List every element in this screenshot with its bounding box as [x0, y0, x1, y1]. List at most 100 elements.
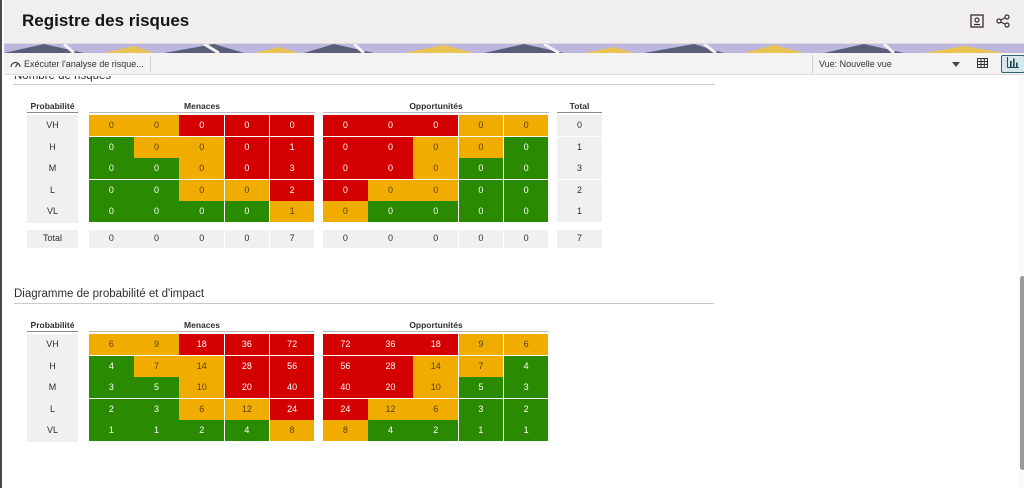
scrollbar-thumb[interactable]: [1020, 276, 1024, 470]
threat-cell[interactable]: 4: [89, 355, 134, 377]
threat-cell[interactable]: 20: [224, 377, 270, 399]
opportunity-cell[interactable]: 18: [413, 334, 459, 355]
opportunity-cell[interactable]: 0: [323, 136, 368, 158]
opportunity-cell[interactable]: 1: [458, 420, 504, 442]
threat-cell[interactable]: 0: [89, 179, 134, 201]
threat-cell[interactable]: 0: [179, 158, 225, 180]
opportunity-cell[interactable]: 12: [368, 398, 413, 420]
threat-cell[interactable]: 1: [134, 420, 179, 442]
threat-cell[interactable]: 2: [179, 420, 225, 442]
opportunity-cell[interactable]: 8: [323, 420, 368, 442]
threat-cell[interactable]: 14: [179, 355, 225, 377]
opportunity-cell[interactable]: 10: [413, 377, 459, 399]
opportunity-cell[interactable]: 0: [323, 115, 368, 136]
opportunity-cell[interactable]: 0: [413, 136, 459, 158]
threat-cell[interactable]: 56: [269, 355, 315, 377]
opportunity-cell[interactable]: 0: [413, 158, 459, 180]
threat-cell[interactable]: 0: [89, 158, 134, 180]
threat-cell[interactable]: 0: [224, 158, 270, 180]
opportunity-cell[interactable]: 5: [458, 377, 504, 399]
threat-cell[interactable]: 2: [89, 398, 134, 420]
opportunity-cell[interactable]: 0: [458, 201, 504, 223]
opportunity-cell[interactable]: 36: [368, 334, 413, 355]
opportunity-cell[interactable]: 2: [503, 398, 549, 420]
opportunity-cell[interactable]: 0: [503, 201, 549, 223]
opportunity-cell[interactable]: 20: [368, 377, 413, 399]
threat-cell[interactable]: 36: [224, 334, 270, 355]
opportunity-cell[interactable]: 6: [413, 398, 459, 420]
threat-cell[interactable]: 9: [134, 334, 179, 355]
threat-cell[interactable]: 8: [269, 420, 315, 442]
threat-cell[interactable]: 3: [89, 377, 134, 399]
table-view-button[interactable]: [972, 56, 992, 72]
threat-cell[interactable]: 0: [179, 115, 225, 136]
threat-cell[interactable]: 4: [224, 420, 270, 442]
threat-cell[interactable]: 18: [179, 334, 225, 355]
threat-cell[interactable]: 2: [269, 179, 315, 201]
opportunity-cell[interactable]: 0: [368, 158, 413, 180]
opportunity-cell[interactable]: 0: [458, 136, 504, 158]
threat-cell[interactable]: 40: [269, 377, 315, 399]
opportunity-cell[interactable]: 0: [368, 201, 413, 223]
threat-cell[interactable]: 1: [269, 136, 315, 158]
threat-cell[interactable]: 6: [89, 334, 134, 355]
threat-cell[interactable]: 0: [179, 201, 225, 223]
threat-cell[interactable]: 5: [134, 377, 179, 399]
opportunity-cell[interactable]: 0: [503, 136, 549, 158]
threat-cell[interactable]: 0: [134, 115, 179, 136]
share-icon[interactable]: [994, 12, 1012, 30]
opportunity-cell[interactable]: 0: [368, 115, 413, 136]
opportunity-cell[interactable]: 4: [368, 420, 413, 442]
threat-cell[interactable]: 28: [224, 355, 270, 377]
run-risk-analysis-button[interactable]: Exécuter l'analyse de risque...: [10, 56, 151, 72]
threat-cell[interactable]: 10: [179, 377, 225, 399]
threat-cell[interactable]: 0: [89, 115, 134, 136]
threat-cell[interactable]: 7: [134, 355, 179, 377]
opportunity-cell[interactable]: 0: [458, 179, 504, 201]
threat-cell[interactable]: 0: [224, 115, 270, 136]
opportunity-cell[interactable]: 0: [323, 179, 368, 201]
opportunity-cell[interactable]: 1: [503, 420, 549, 442]
opportunity-cell[interactable]: 24: [323, 398, 368, 420]
opportunity-cell[interactable]: 0: [458, 115, 504, 136]
opportunity-cell[interactable]: 9: [458, 334, 504, 355]
threat-cell[interactable]: 0: [179, 136, 225, 158]
opportunity-cell[interactable]: 0: [413, 201, 459, 223]
opportunity-cell[interactable]: 2: [413, 420, 459, 442]
threat-cell[interactable]: 3: [269, 158, 315, 180]
opportunity-cell[interactable]: 28: [368, 355, 413, 377]
opportunity-cell[interactable]: 72: [323, 334, 368, 355]
threat-cell[interactable]: 0: [89, 201, 134, 223]
opportunity-cell[interactable]: 3: [503, 377, 549, 399]
threat-cell[interactable]: 0: [89, 136, 134, 158]
threat-cell[interactable]: 3: [134, 398, 179, 420]
opportunity-cell[interactable]: 0: [323, 201, 368, 223]
view-select[interactable]: Vue: Nouvelle vue: [812, 55, 966, 73]
opportunity-cell[interactable]: 0: [503, 158, 549, 180]
threat-cell[interactable]: 0: [134, 201, 179, 223]
opportunity-cell[interactable]: 0: [503, 115, 549, 136]
threat-cell[interactable]: 0: [224, 201, 270, 223]
threat-cell[interactable]: 24: [269, 398, 315, 420]
threat-cell[interactable]: 72: [269, 334, 315, 355]
threat-cell[interactable]: 0: [179, 179, 225, 201]
opportunity-cell[interactable]: 0: [458, 158, 504, 180]
opportunity-cell[interactable]: 0: [503, 179, 549, 201]
opportunity-cell[interactable]: 40: [323, 377, 368, 399]
opportunity-cell[interactable]: 0: [413, 179, 459, 201]
opportunity-cell[interactable]: 3: [458, 398, 504, 420]
threat-cell[interactable]: 0: [134, 179, 179, 201]
opportunity-cell[interactable]: 0: [368, 136, 413, 158]
opportunity-cell[interactable]: 7: [458, 355, 504, 377]
threat-cell[interactable]: 12: [224, 398, 270, 420]
threat-cell[interactable]: 0: [134, 158, 179, 180]
chart-view-button[interactable]: [1001, 55, 1024, 73]
opportunity-cell[interactable]: 0: [413, 115, 459, 136]
threat-cell[interactable]: 6: [179, 398, 225, 420]
opportunity-cell[interactable]: 56: [323, 355, 368, 377]
dashboard-icon[interactable]: [968, 12, 986, 30]
opportunity-cell[interactable]: 6: [503, 334, 549, 355]
threat-cell[interactable]: 1: [89, 420, 134, 442]
opportunity-cell[interactable]: 0: [368, 179, 413, 201]
threat-cell[interactable]: 1: [269, 201, 315, 223]
